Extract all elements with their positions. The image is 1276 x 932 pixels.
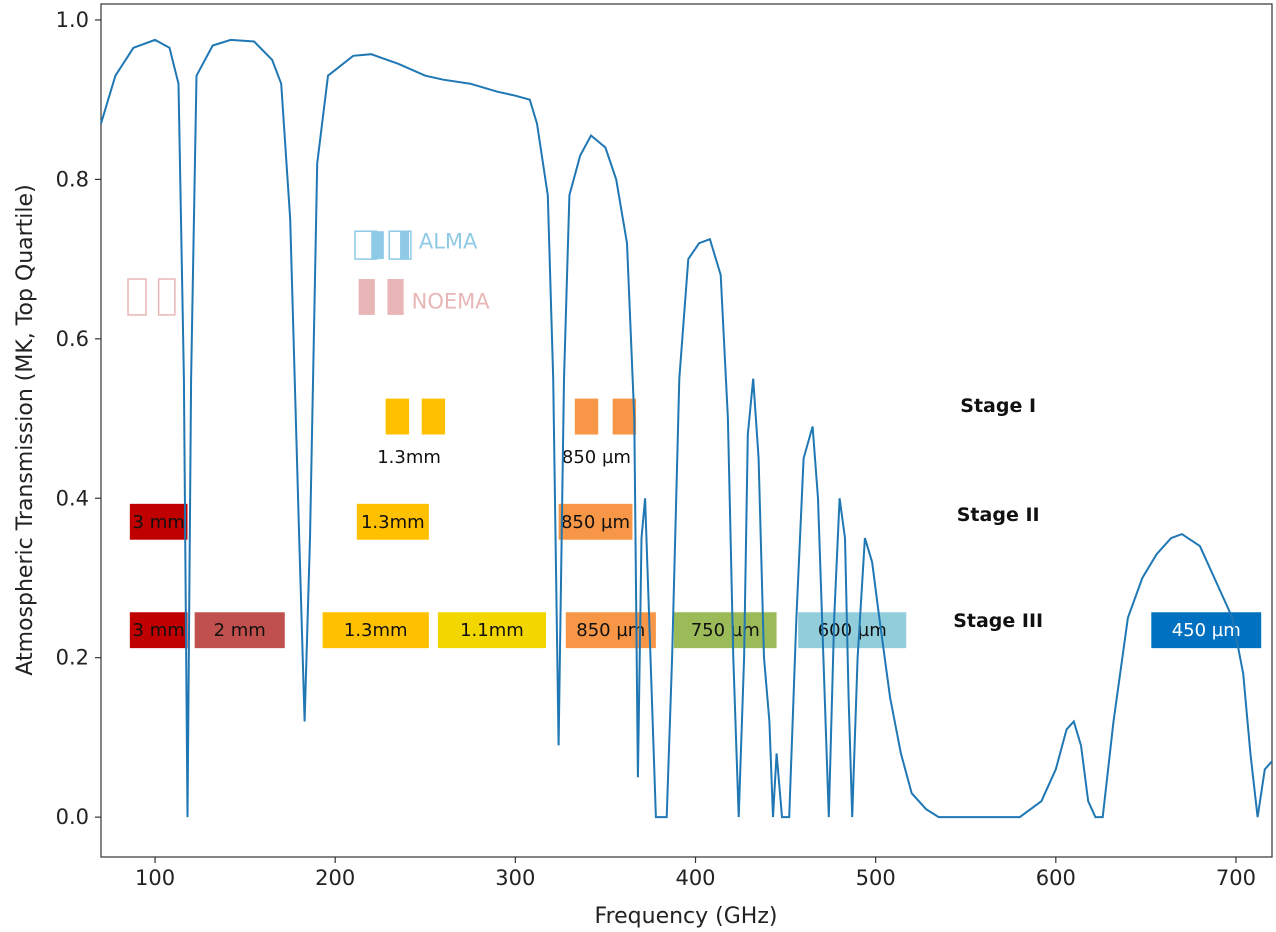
stage-i-band (612, 398, 637, 435)
stage-ii-band-label: 850 µm (561, 512, 630, 533)
stage-iii-band (437, 612, 546, 649)
stage-iii-band (129, 612, 188, 649)
stage-ii-band (356, 503, 429, 540)
stage-ii-band (129, 503, 188, 540)
axis-layer: 100 200 300 400 500 600 700 0.0 0.2 0.4 0.6 0.8 1.0 (56, 8, 1256, 890)
alma-band-marker (371, 231, 384, 260)
stage-ii-band-label: 1.3mm (361, 512, 425, 533)
x-tick-label: 500 (856, 866, 896, 890)
x-tick-label: 300 (495, 866, 535, 890)
stage-iii-band-label: 1.1mm (460, 620, 524, 641)
x-axis-title: Frequency (GHz) (595, 904, 778, 929)
stage-i-band (574, 398, 599, 435)
y-tick-label: 0.8 (56, 167, 89, 191)
x-tick-label: 700 (1216, 866, 1256, 890)
noema-band-marker (358, 279, 375, 315)
y-tick-label: 0.6 (56, 327, 89, 351)
stage-ii-band-label: 3 mm (133, 512, 185, 533)
y-tick-label: 0.4 (56, 486, 89, 510)
receiver-band-layer: 1.3mm 850 µm Stage I 3 mm 1.3mm 850 µm Stage I… (129, 395, 1262, 649)
stage-iii-band-label: 2 mm (214, 620, 266, 641)
instrument-layer: ALMA NOEMA (127, 230, 491, 316)
y-axis-title: Atmospheric Transmission (MK, Top Quarti… (13, 184, 38, 675)
stage-i-band (385, 398, 410, 435)
stage-i-band-caption: 1.3mm (377, 447, 441, 468)
noema-band-marker (387, 279, 404, 315)
transmission-curve (100, 38, 1273, 819)
y-tick-label: 1.0 (56, 8, 89, 32)
noema-label: NOEMA (412, 289, 491, 313)
x-tick-label: 600 (1036, 866, 1076, 890)
stage-iii-band (194, 612, 285, 649)
stage-iii-band (1151, 612, 1262, 649)
plot-frame (100, 3, 1273, 858)
stage-i-label: Stage I (960, 395, 1036, 417)
stage-iii-label: Stage III (953, 610, 1043, 632)
noema-band-marker (157, 278, 176, 316)
stage-i-band-caption: 850 µm (562, 447, 631, 468)
stage-ii-band (558, 503, 633, 540)
stage-iii-band (673, 612, 777, 649)
y-tick-label: 0.0 (56, 805, 89, 829)
noema-band-marker (127, 278, 147, 316)
stage-iii-band-label: 600 µm (818, 620, 887, 641)
stage-iii-band-label: 3 mm (133, 620, 185, 641)
x-tick-label: 100 (135, 866, 175, 890)
stage-iii-band-label: 450 µm (1172, 620, 1241, 641)
x-tick-label: 200 (315, 866, 355, 890)
stage-iii-band (322, 612, 429, 649)
stage-iii-band-label: 750 µm (691, 620, 760, 641)
x-tick-label: 400 (675, 866, 715, 890)
stage-iii-band-label: 1.3mm (344, 620, 408, 641)
alma-label: ALMA (419, 230, 478, 254)
stage-iii-band (798, 612, 907, 649)
alma-band-marker (400, 231, 410, 260)
y-tick-label: 0.2 (56, 646, 89, 670)
stage-ii-label: Stage II (957, 504, 1040, 526)
stage-iii-band-label: 850 µm (576, 620, 645, 641)
stage-i-band (421, 398, 446, 435)
